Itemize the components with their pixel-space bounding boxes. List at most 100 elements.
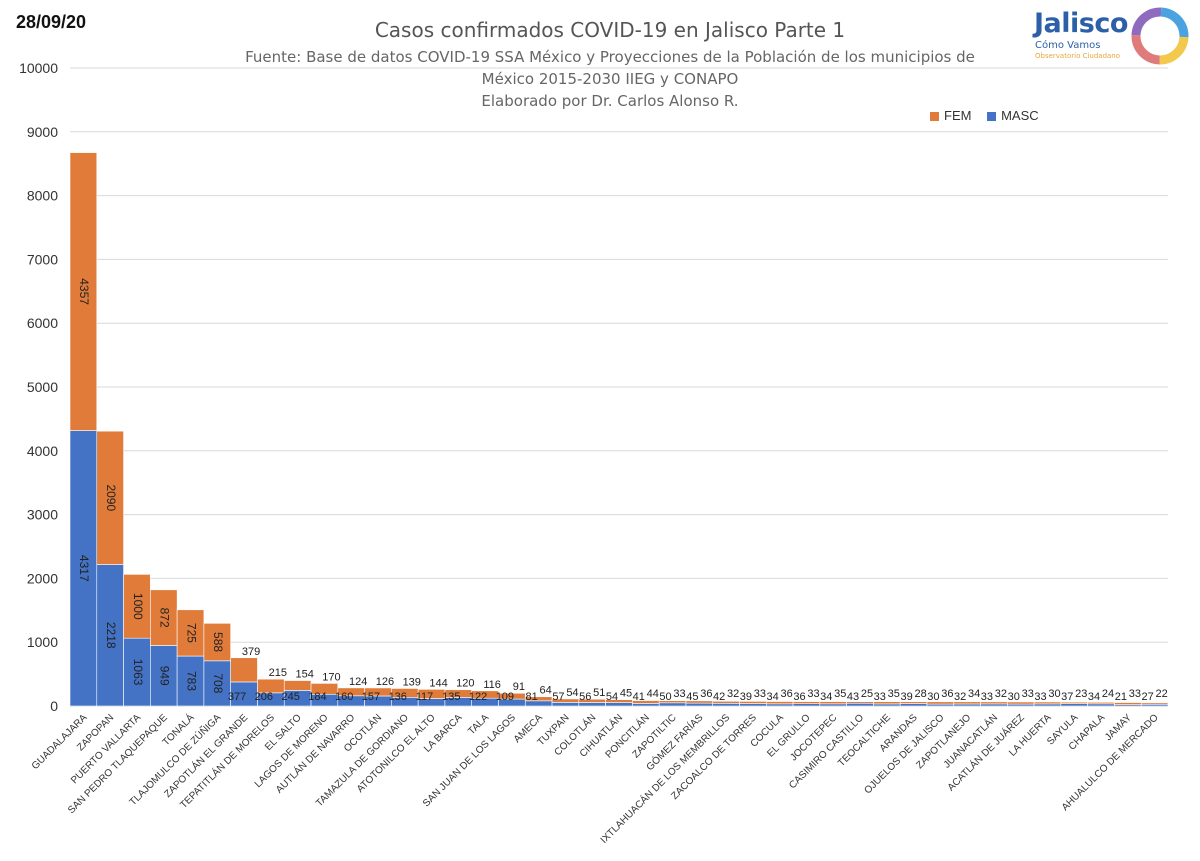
y-tick-label: 1000: [27, 634, 58, 650]
data-label-fem: 215: [269, 667, 287, 679]
data-label-masc: 33: [874, 691, 886, 703]
logo-tagline: Cómo Vamos: [1035, 40, 1101, 51]
bar-masc: [899, 703, 928, 707]
data-label-fem: 32: [995, 688, 1007, 700]
data-label-masc: 39: [900, 691, 912, 703]
data-label-fem: 35: [834, 688, 846, 700]
y-tick-label: 7000: [27, 251, 58, 267]
data-label-fem: 32: [727, 688, 739, 700]
data-label-fem: 2090: [104, 484, 118, 511]
data-label-fem: 23: [1075, 688, 1087, 700]
bar-masc: [819, 703, 847, 707]
data-label-fem: 54: [566, 687, 578, 699]
data-label-fem: 35: [888, 688, 900, 700]
data-label-masc: 783: [184, 671, 198, 691]
data-label-masc: 57: [552, 691, 564, 703]
y-tick-label: 8000: [27, 188, 58, 204]
data-label-fem: 124: [349, 676, 367, 688]
bar-fem: [69, 152, 98, 431]
data-label-fem: 120: [456, 678, 474, 690]
data-label-fem: 872: [158, 608, 172, 628]
data-label-fem: 154: [295, 669, 313, 681]
data-label-masc: 708: [211, 673, 225, 693]
bar-fem: [96, 430, 124, 565]
bar-masc: [96, 564, 124, 707]
data-label-masc: 34: [820, 691, 832, 703]
data-label-masc: 30: [1008, 691, 1020, 703]
bar-fem: [1140, 702, 1169, 705]
bar-fem: [176, 609, 205, 657]
data-label-masc: 377: [228, 691, 246, 703]
data-label-masc: 160: [335, 691, 353, 703]
jalisco-como-vamos-logo: Jalisco Cómo Vamos Observatorio Ciudadan…: [1028, 6, 1198, 66]
y-tick-label: 10000: [19, 60, 58, 76]
data-label-fem: 170: [322, 671, 340, 683]
data-label-masc: 4317: [77, 555, 91, 582]
data-label-fem: 24: [1102, 688, 1114, 700]
bar-masc: [1033, 703, 1062, 707]
data-label-fem: 34: [968, 688, 980, 700]
bar-fem: [283, 680, 312, 691]
bar-masc: [712, 703, 740, 707]
y-tick-label: 2000: [27, 570, 58, 586]
chart-subtitle-line-2: México 2015-2030 IIEG y CONAPO: [481, 70, 739, 88]
data-label-fem: 725: [184, 623, 198, 643]
data-label-fem: 139: [403, 676, 421, 688]
data-label-fem: 33: [807, 688, 819, 700]
bar-fem: [230, 657, 258, 683]
data-label-fem: 379: [242, 646, 260, 658]
data-label-fem: 36: [781, 688, 793, 700]
data-label-fem: 44: [647, 688, 659, 700]
bar-fem: [203, 623, 231, 662]
data-label-masc: 34: [1088, 691, 1100, 703]
bar-masc: [739, 703, 767, 707]
bar-masc: [123, 637, 151, 707]
data-label-masc: 56: [579, 691, 591, 703]
data-label-masc: 949: [158, 666, 172, 686]
chart-subtitle-line-3: Elaborado por Dr. Carlos Alonso R.: [481, 92, 739, 110]
data-label-fem: 33: [754, 688, 766, 700]
data-label-masc: 136: [389, 691, 407, 703]
bar-masc: [150, 645, 178, 707]
bar-masc: [873, 703, 901, 707]
bar-masc: [792, 703, 821, 707]
data-label-fem: 33: [673, 688, 685, 700]
data-label-fem: 51: [593, 687, 605, 699]
bar-fem: [498, 692, 526, 700]
legend-swatch-masc: [987, 112, 997, 122]
data-label-fem: 22: [1155, 688, 1167, 700]
data-label-masc: 21: [1115, 691, 1127, 703]
data-label-fem: 28: [914, 688, 926, 700]
data-label-masc: 2218: [104, 622, 118, 649]
bar-masc: [1087, 703, 1115, 707]
data-label-masc: 54: [606, 691, 618, 703]
data-label-masc: 34: [767, 691, 779, 703]
data-label-fem: 30: [1048, 688, 1060, 700]
data-label-fem: 4357: [77, 278, 91, 305]
y-tick-label: 9000: [27, 124, 58, 140]
data-label-fem: 33: [1129, 688, 1141, 700]
data-label-masc: 206: [255, 691, 273, 703]
y-tick-label: 5000: [27, 379, 58, 395]
logo-ring-icon: [1131, 7, 1189, 65]
legend-label-masc: MASC: [1001, 108, 1039, 123]
data-label-fem: 36: [941, 688, 953, 700]
data-label-masc: 43: [847, 691, 859, 703]
data-label-masc: 1063: [131, 659, 145, 686]
chart-subtitle-line-1: Fuente: Base de datos COVID-19 SSA Méxic…: [245, 48, 975, 66]
data-label-fem: 144: [429, 677, 447, 689]
chart-title: Casos confirmados COVID-19 en Jalisco Pa…: [374, 18, 846, 42]
data-label-fem: 91: [513, 681, 525, 693]
legend-item-fem: FEM: [930, 108, 971, 123]
data-label-masc: 184: [308, 691, 326, 703]
x-tick-label: TEPATITLÁN DE MORELOS: [177, 711, 277, 811]
data-label-masc: 42: [713, 691, 725, 703]
data-label-fem: 64: [540, 685, 552, 697]
data-label-masc: 30: [927, 691, 939, 703]
data-label-masc: 27: [1141, 691, 1153, 703]
bar-masc: [176, 655, 205, 707]
data-label-masc: 32: [954, 691, 966, 703]
data-label-fem: 25: [861, 688, 873, 700]
data-label-fem: 33: [1022, 688, 1034, 700]
bar-masc: [632, 703, 660, 707]
